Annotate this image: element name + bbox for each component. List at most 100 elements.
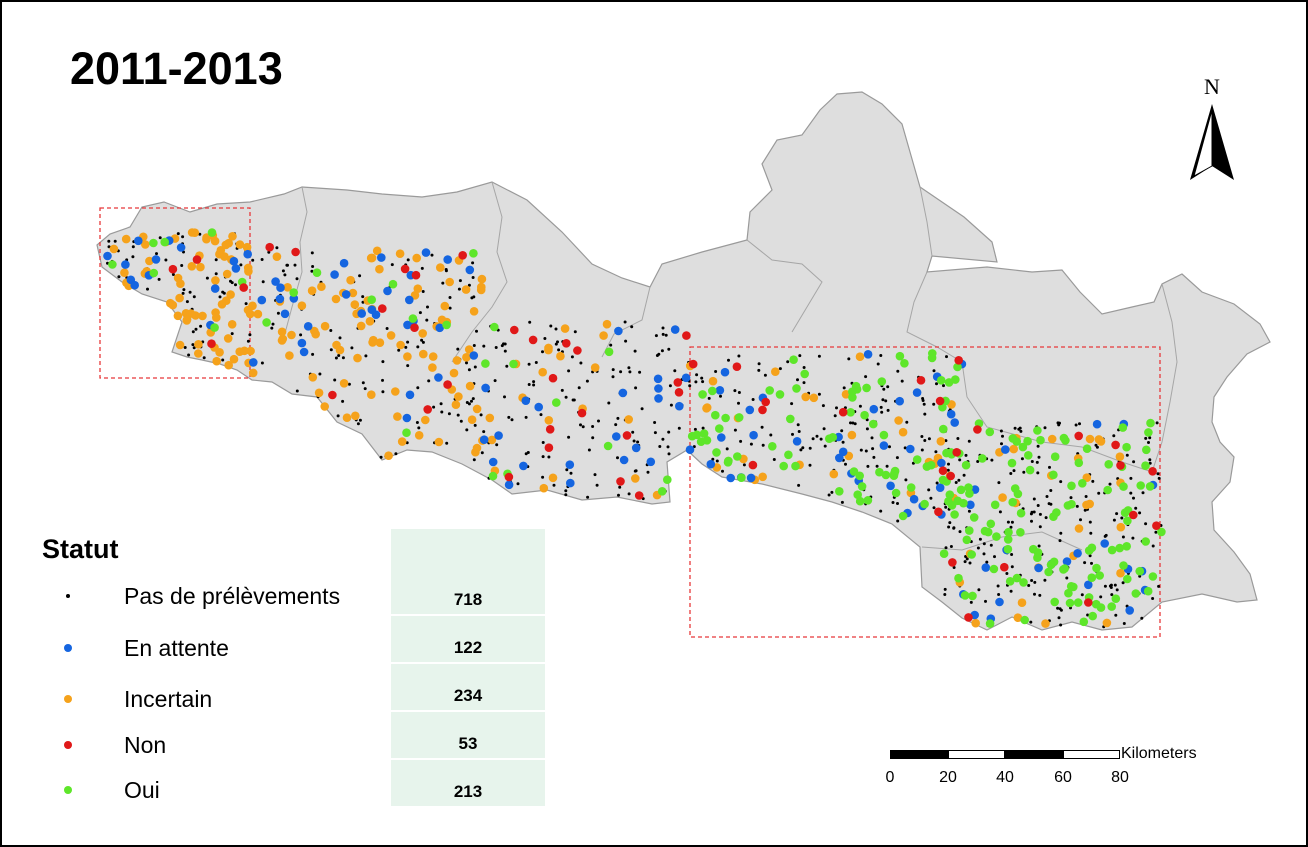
sample-point bbox=[1057, 423, 1061, 427]
sample-point bbox=[311, 329, 321, 339]
sample-point bbox=[490, 322, 499, 332]
sample-point bbox=[858, 404, 862, 408]
sample-point bbox=[981, 563, 991, 572]
sample-point bbox=[564, 489, 568, 493]
sample-point bbox=[1122, 442, 1131, 452]
sample-point bbox=[800, 369, 809, 379]
sample-point bbox=[134, 236, 143, 246]
sample-point bbox=[1030, 579, 1034, 582]
sample-point bbox=[1082, 500, 1091, 510]
sample-point bbox=[365, 317, 375, 326]
sample-point bbox=[898, 427, 908, 437]
sample-point bbox=[570, 355, 574, 359]
sample-point bbox=[285, 351, 294, 360]
sample-point bbox=[1012, 573, 1022, 583]
sample-point bbox=[688, 359, 698, 369]
scale-tick: 20 bbox=[939, 769, 957, 786]
sample-point bbox=[616, 456, 619, 460]
sample-point bbox=[415, 421, 419, 424]
scale-segment bbox=[1063, 750, 1120, 759]
sample-point bbox=[194, 340, 203, 349]
sample-point bbox=[569, 471, 573, 475]
sample-point bbox=[1022, 470, 1026, 474]
sample-point bbox=[886, 408, 890, 412]
sample-point bbox=[906, 483, 916, 492]
sample-point bbox=[317, 282, 326, 292]
count-cell: 234 bbox=[391, 664, 545, 710]
sample-point bbox=[541, 350, 544, 354]
sample-point bbox=[577, 386, 581, 390]
sample-point bbox=[544, 416, 554, 425]
sample-point bbox=[927, 353, 937, 363]
sample-point bbox=[875, 464, 879, 468]
sample-point bbox=[1146, 418, 1155, 428]
sample-point bbox=[381, 360, 385, 364]
sample-point bbox=[421, 248, 431, 257]
sample-point bbox=[341, 356, 345, 360]
sample-point bbox=[595, 483, 599, 487]
sample-point bbox=[477, 282, 486, 292]
sample-point bbox=[952, 448, 961, 457]
sample-point bbox=[470, 399, 473, 403]
sample-point bbox=[876, 362, 880, 366]
sample-point bbox=[1038, 525, 1042, 529]
highlight-box-west bbox=[99, 207, 251, 379]
sample-point bbox=[510, 418, 514, 422]
sample-point bbox=[479, 435, 489, 445]
sample-point bbox=[857, 482, 867, 491]
scale-segment bbox=[890, 750, 948, 759]
sample-point bbox=[467, 368, 471, 372]
sample-point bbox=[467, 402, 471, 406]
sample-point bbox=[503, 342, 507, 346]
sample-point bbox=[1092, 419, 1102, 429]
count-cell: 718 bbox=[391, 529, 545, 614]
sample-point bbox=[117, 275, 121, 279]
sample-point bbox=[393, 412, 402, 421]
sample-point bbox=[698, 390, 707, 399]
sample-point bbox=[1116, 568, 1125, 578]
sample-point bbox=[214, 272, 218, 276]
sample-point bbox=[406, 258, 410, 262]
sample-point bbox=[410, 291, 420, 300]
sample-point bbox=[312, 268, 322, 278]
sample-point bbox=[1085, 434, 1095, 444]
sample-point bbox=[865, 427, 869, 431]
sample-point bbox=[1132, 496, 1135, 500]
sample-point bbox=[157, 277, 161, 281]
sample-point bbox=[1000, 442, 1003, 446]
sample-point bbox=[461, 285, 471, 294]
sample-point bbox=[556, 340, 559, 344]
sample-point bbox=[920, 499, 929, 509]
sample-point bbox=[936, 437, 946, 446]
sample-point bbox=[1008, 434, 1018, 443]
sample-point bbox=[702, 404, 711, 413]
sample-point bbox=[1107, 602, 1116, 611]
sample-point bbox=[835, 487, 844, 496]
sample-point bbox=[1058, 539, 1062, 543]
sample-point bbox=[835, 406, 838, 410]
sample-point bbox=[276, 311, 280, 315]
sample-point bbox=[581, 425, 585, 429]
sample-point bbox=[978, 454, 987, 463]
sample-point bbox=[789, 355, 798, 365]
sample-point bbox=[427, 379, 431, 383]
sample-point bbox=[1148, 467, 1157, 476]
sample-point bbox=[416, 345, 420, 349]
sample-point bbox=[768, 442, 777, 451]
sample-point bbox=[715, 424, 724, 433]
sample-point bbox=[577, 408, 587, 418]
sample-point bbox=[920, 448, 924, 452]
sample-point bbox=[922, 402, 926, 406]
sample-point bbox=[183, 346, 187, 349]
sample-point bbox=[946, 409, 956, 419]
sample-point bbox=[726, 473, 735, 483]
sample-point bbox=[1030, 519, 1033, 523]
sample-point bbox=[661, 332, 665, 336]
sample-point bbox=[528, 320, 532, 324]
sample-point bbox=[646, 470, 650, 474]
sample-point bbox=[677, 426, 681, 430]
sample-point bbox=[966, 500, 975, 510]
count-cell: 53 bbox=[391, 712, 545, 758]
sample-point bbox=[898, 511, 908, 521]
sample-point bbox=[1120, 516, 1124, 520]
